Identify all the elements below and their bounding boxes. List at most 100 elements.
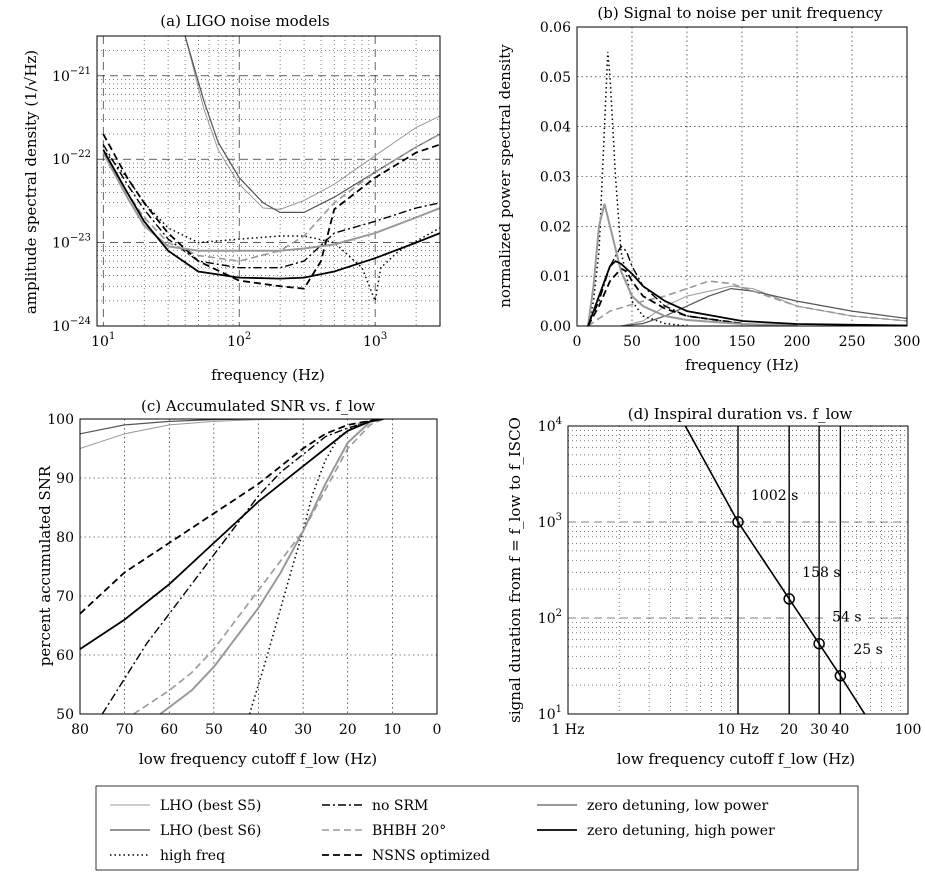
x-tick-label: 10 Hz (717, 722, 759, 738)
legend-label: high freq (160, 848, 225, 864)
x-tick-label: 0 (433, 722, 442, 738)
legend-label: LHO (best S6) (160, 823, 261, 839)
x-tick-label: 30 (294, 722, 312, 738)
series-line (80, 419, 384, 650)
panel-a-ylabel: amplitude spectral density (1/√Hz) (22, 50, 40, 314)
series-line (102, 133, 440, 262)
panel-b-ylabel: normalized power spectral density (496, 44, 514, 308)
panel-c-series (80, 419, 393, 714)
marker-label: 25 s (853, 642, 882, 658)
x-tick-label: 20 (780, 722, 798, 738)
series-line (159, 419, 384, 714)
panel-c-ylabel: percent accumulated SNR (36, 465, 54, 666)
legend-label: NSNS optimized (372, 848, 490, 864)
x-tick-label: 150 (729, 334, 756, 350)
marker-circle (783, 593, 795, 605)
marker-label-bg (798, 561, 847, 582)
y-tick-label: 0.05 (540, 70, 571, 86)
series-line (587, 267, 743, 326)
legend-label: BHBH 20° (372, 823, 446, 839)
marker-label-bg (849, 638, 890, 659)
x-tick-label: 20 (339, 722, 357, 738)
panel-d-series (684, 426, 866, 714)
series-line (102, 149, 440, 280)
series-line (133, 419, 384, 714)
x-tick-label: 100 (895, 722, 922, 738)
x-tick-label: 70 (116, 722, 134, 738)
panel-d-tick-labels: 1 Hz 10 Hz 20 30 40 100 101 102 103 104 (538, 416, 922, 738)
series-line (101, 419, 384, 714)
x-tick-label: 1 Hz (552, 722, 585, 738)
panel-d-xlabel: low frequency cutoff f_low (Hz) (617, 750, 855, 768)
panel-b-series (587, 51, 907, 326)
series-line (102, 133, 440, 290)
panel-d-ylabel: signal duration from f = f_low to f_ISCO (506, 417, 524, 723)
panel-b-frame (576, 26, 908, 327)
panel-d-frame (567, 425, 909, 715)
panel-c-frame (79, 418, 438, 715)
y-tick-label: 60 (56, 648, 74, 664)
y-tick-label: 90 (56, 471, 74, 487)
y-tick-label: 101 (538, 704, 562, 723)
marker-circle (834, 670, 847, 682)
series-line (102, 152, 440, 252)
marker-label-bg (828, 606, 869, 627)
panel-b-tick-labels: 0 50 100 150 200 250 300 0.00 0.01 0.02 0.03 0.04 0.… (540, 20, 921, 350)
y-tick-label: 0.03 (540, 170, 571, 186)
panel-a-grid (97, 35, 440, 327)
x-tick-label: 40 (250, 722, 268, 738)
panel-a-frame (96, 35, 441, 327)
x-tick-label: 250 (839, 334, 866, 350)
y-tick-label: 100 (47, 412, 74, 428)
y-tick-label: 0.04 (540, 120, 571, 136)
x-tick-label: 50 (623, 334, 641, 350)
series-line (587, 245, 743, 326)
series-line (620, 287, 907, 326)
y-tick-label: 0.00 (540, 319, 571, 335)
x-tick-label: 50 (205, 722, 223, 738)
series-line (620, 285, 907, 326)
y-tick-label: 102 (538, 608, 562, 627)
x-tick-label: 30 (810, 722, 828, 738)
panel-d-title: (d) Inspiral duration vs. f_low (628, 405, 853, 423)
series-line (80, 419, 393, 449)
legend-label: LHO (best S5) (160, 798, 261, 814)
marker-label: 158 s (802, 565, 840, 581)
panel-c-title: (c) Accumulated SNR vs. f_low (141, 397, 375, 415)
panel-a-title: (a) LIGO noise models (160, 12, 329, 30)
marker-circle (813, 637, 825, 650)
panel-a-tick-labels: 101 102 103 10−24 10−23 10−22 10−21 (52, 66, 387, 350)
series-line (102, 149, 440, 304)
x-tick-label: 100 (674, 334, 701, 350)
panel-d-chart: (d) Inspiral duration vs. f_low 1002 s 15… (506, 405, 921, 768)
series-line (587, 280, 907, 326)
series-line (587, 203, 798, 326)
y-tick-label: 104 (538, 416, 562, 435)
panel-a-chart: (a) LIGO noise models 101 102 103 10−24 10−2… (22, 12, 441, 384)
panel-b-grid (576, 26, 908, 327)
x-tick-label: 60 (160, 722, 178, 738)
y-tick-label: 0.02 (540, 219, 571, 235)
panel-c-xlabel: low frequency cutoff f_low (Hz) (139, 750, 377, 768)
y-tick-label: 10−24 (52, 316, 91, 335)
y-tick-label: 50 (56, 707, 74, 723)
y-tick-label: 70 (56, 589, 74, 605)
y-tick-label: 10−22 (52, 149, 91, 168)
panel-a-xlabel: frequency (Hz) (211, 366, 325, 384)
x-tick-label: 103 (363, 331, 387, 350)
y-tick-label: 0.06 (540, 20, 571, 36)
x-tick-label: 300 (894, 334, 921, 350)
panel-b-xlabel: frequency (Hz) (685, 356, 799, 374)
y-tick-label: 0.01 (540, 269, 571, 285)
panel-d-markers: 1002 s 158 s 54 s 25 s (732, 426, 890, 714)
panel-b-title: (b) Signal to noise per unit frequency (597, 4, 883, 22)
panel-b-chart: (b) Signal to noise per unit frequency 0… (496, 4, 920, 374)
legend-label: zero detuning, low power (587, 798, 768, 814)
series-line (184, 36, 440, 213)
y-tick-label: 103 (538, 512, 562, 531)
series-line (80, 419, 384, 615)
legend-label: no SRM (372, 798, 428, 814)
y-tick-label: 80 (56, 530, 74, 546)
